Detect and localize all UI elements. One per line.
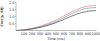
x-tick-label: 600	[61, 32, 68, 36]
series-line	[16, 11, 96, 31]
y-axis-line	[16, 3, 17, 31]
y-tick	[15, 16, 16, 17]
x-tick-label: 1000	[92, 32, 100, 36]
axes: 1002003004005006007008009001000 0.5 1.0 1.5…	[9, 1, 100, 36]
y-tick-label: 1.0	[9, 15, 15, 19]
chart: 1002003004005006007008009001000 0.5 1.0 1.5…	[0, 0, 100, 41]
x-tick-label: 400	[45, 32, 52, 36]
y-tick-label: 2.0	[9, 1, 15, 5]
y-tick	[15, 2, 16, 3]
x-tick-label: 300	[37, 32, 44, 36]
x-tick-label: 200	[29, 32, 36, 36]
y-tick	[15, 23, 16, 24]
x-tick-label: 900	[85, 32, 92, 36]
lines	[16, 5, 96, 30]
y-tick	[15, 9, 16, 10]
x-axis-label: Time (ms)	[46, 37, 65, 41]
x-tick-label: 800	[77, 32, 84, 36]
y-axis-label: Energy (MJ)	[0, 6, 4, 27]
y-tick-label: 0.5	[9, 22, 15, 26]
y-tick-label: 1.5	[9, 8, 15, 12]
x-tick-label: 100	[21, 32, 28, 36]
series-line	[16, 8, 96, 31]
series-line	[16, 5, 96, 30]
x-tick-label: 700	[69, 32, 76, 36]
x-tick-label: 500	[53, 32, 60, 36]
